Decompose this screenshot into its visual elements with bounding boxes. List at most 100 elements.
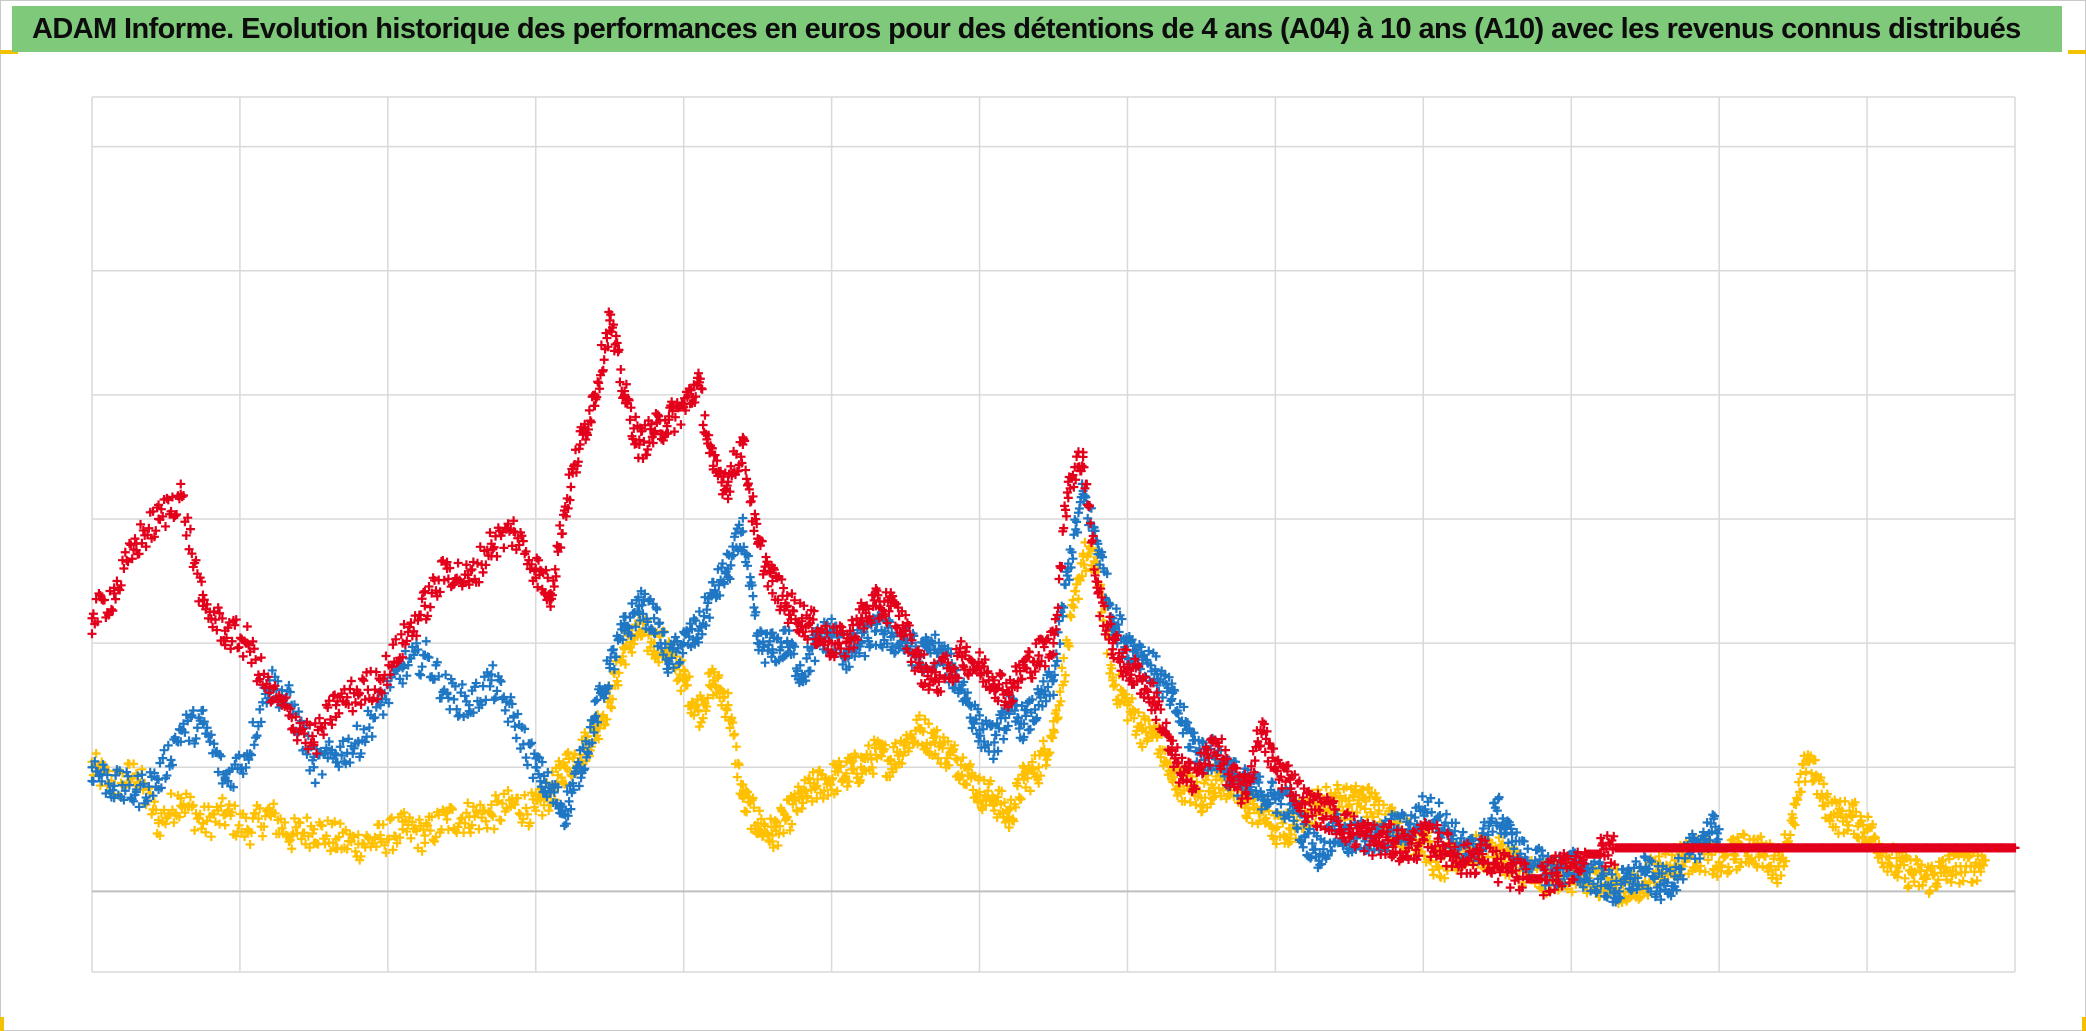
series-1-point <box>151 805 161 815</box>
series-2-point <box>364 723 374 733</box>
series-3-point <box>1039 642 1049 652</box>
series-1-point <box>216 801 226 811</box>
series-3-point <box>723 494 733 504</box>
series-1-point <box>768 843 778 853</box>
series-1-point <box>803 791 813 801</box>
series-1-point <box>1278 818 1288 828</box>
series-1-point <box>962 780 972 790</box>
series-3-point <box>1063 493 1073 503</box>
series-1-point <box>265 809 275 819</box>
series-2-point <box>1068 554 1078 564</box>
series-1-point <box>380 840 390 850</box>
series-3-point <box>425 602 435 612</box>
series-1-point <box>1847 812 1857 822</box>
series-1-point <box>317 821 327 831</box>
series-1-point <box>1851 807 1861 817</box>
series-3-point <box>292 735 302 745</box>
series-3-point <box>327 720 337 730</box>
series-1-point <box>412 826 422 836</box>
series-1-point <box>425 826 435 836</box>
series-2-point <box>1417 791 1427 801</box>
series-2-point <box>1276 799 1286 809</box>
series-1-point <box>583 731 593 741</box>
series-2-point <box>252 731 262 741</box>
series-3-point <box>88 609 98 619</box>
series-1-point <box>537 810 547 820</box>
series-1-point <box>1844 820 1854 830</box>
series-1-point <box>1156 752 1166 762</box>
series-1-point <box>1016 794 1026 804</box>
series-1-point <box>890 738 900 748</box>
series-1-point <box>147 809 157 819</box>
series-2-point <box>378 710 388 720</box>
series-1-point <box>1636 892 1646 902</box>
series-2-point <box>198 705 208 715</box>
series-1-point <box>1703 855 1713 865</box>
series-1-point <box>695 691 705 701</box>
series-1-point <box>320 839 330 849</box>
series-1-point <box>952 755 962 765</box>
series-1-point <box>1055 687 1065 697</box>
series-2-point <box>403 660 413 670</box>
series-1-point <box>755 825 765 835</box>
series-2-point <box>104 779 114 789</box>
corner-mark-bottom-right <box>2082 1017 2086 1031</box>
series-1-point <box>1816 773 1826 783</box>
series-1-point <box>1785 830 1795 840</box>
series-1-point <box>620 644 630 654</box>
series-1-point <box>1208 794 1218 804</box>
chart-title: ADAM Informe. Evolution historique des p… <box>32 12 2021 45</box>
series-2-point <box>525 739 535 749</box>
series-1-point <box>714 670 724 680</box>
series-1-point <box>742 807 752 817</box>
series-1-point <box>1034 778 1044 788</box>
series-1-point <box>1494 833 1504 843</box>
series-2-point <box>90 756 100 766</box>
series-1-point <box>833 767 843 777</box>
series-1-point <box>1894 866 1904 876</box>
series-1-point <box>708 675 718 685</box>
series-1-point <box>213 806 223 816</box>
series-1-point <box>684 672 694 682</box>
series-1-point <box>1870 833 1880 843</box>
series-1-point <box>353 830 363 840</box>
series-3-point <box>595 384 605 394</box>
series-1-point <box>1358 785 1368 795</box>
series-1-point <box>1056 696 1066 706</box>
series-1-point <box>989 793 999 803</box>
series-1-point <box>734 760 744 770</box>
series-1-point <box>253 814 263 824</box>
series-1-point <box>807 796 817 806</box>
series-1-point <box>1359 793 1369 803</box>
series-1-point <box>489 824 499 834</box>
corner-mark-top-left <box>0 50 18 54</box>
series-1-point <box>417 846 427 856</box>
series-2-point <box>255 704 265 714</box>
series-1-point <box>698 713 708 723</box>
series-1-point <box>423 820 433 830</box>
series-1-point <box>1803 750 1813 760</box>
series-1-point <box>1819 779 1829 789</box>
series-2-point <box>190 738 200 748</box>
series-2-point <box>488 660 498 670</box>
series-1-point <box>682 680 692 690</box>
series-1-point <box>307 828 317 838</box>
series-1-point <box>559 758 569 768</box>
series-1-point <box>1134 707 1144 717</box>
series-1-point <box>544 806 554 816</box>
series-1-point <box>1271 839 1281 849</box>
series-1-point <box>770 816 780 826</box>
series-2-point <box>352 721 362 731</box>
series-1-point <box>1798 760 1808 770</box>
series-2-point <box>249 740 259 750</box>
series-1-point <box>888 767 898 777</box>
series-1-point <box>1110 680 1120 690</box>
series-3-point <box>160 521 170 531</box>
series-1-point <box>818 793 828 803</box>
series-1-point <box>227 807 237 817</box>
series-2-point <box>102 770 112 780</box>
series-1-point <box>1000 797 1009 807</box>
series-2-point <box>238 769 248 779</box>
series-3-point <box>359 676 369 686</box>
series-2-point <box>760 658 770 668</box>
